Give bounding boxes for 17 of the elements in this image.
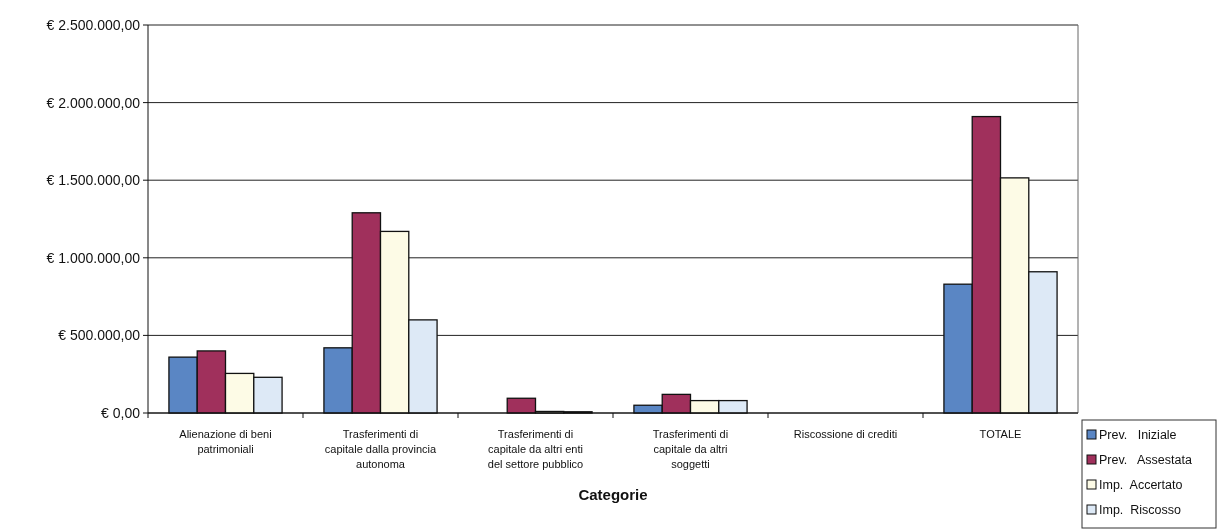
- x-tick-label: Trasferimenti di capitale da altri soggetti: [652, 428, 729, 470]
- x-tick-label: Trasferimenti di capitale da altri enti del settore pubblico: [487, 428, 584, 470]
- y-tick-label: € 0,00: [101, 404, 141, 421]
- y-tick-label: € 2.500.000,00: [46, 16, 141, 33]
- legend-label: Imp. Riscosso: [1099, 503, 1182, 518]
- legend-label: Prev. Assestata: [1099, 453, 1192, 468]
- x-tick-label: Riscossione di crediti: [793, 428, 898, 440]
- y-tick-label: € 500.000,00: [58, 327, 141, 344]
- legend-label: Imp. Accertato: [1099, 478, 1183, 493]
- x-tick-label: Alienazione di beni patrimoniali: [179, 428, 272, 455]
- legend-label: Prev. Iniziale: [1099, 428, 1177, 443]
- y-tick-label: € 1.000.000,00: [46, 249, 141, 266]
- x-axis-title: Categorie: [578, 486, 648, 503]
- y-tick-label: € 2.000.000,00: [46, 94, 141, 111]
- x-tick-label: TOTALE: [979, 428, 1022, 440]
- x-tick-label: Trasferimenti di capitale dalla provincia autonoma: [324, 428, 438, 470]
- y-tick-label: € 1.500.000,00: [46, 172, 141, 189]
